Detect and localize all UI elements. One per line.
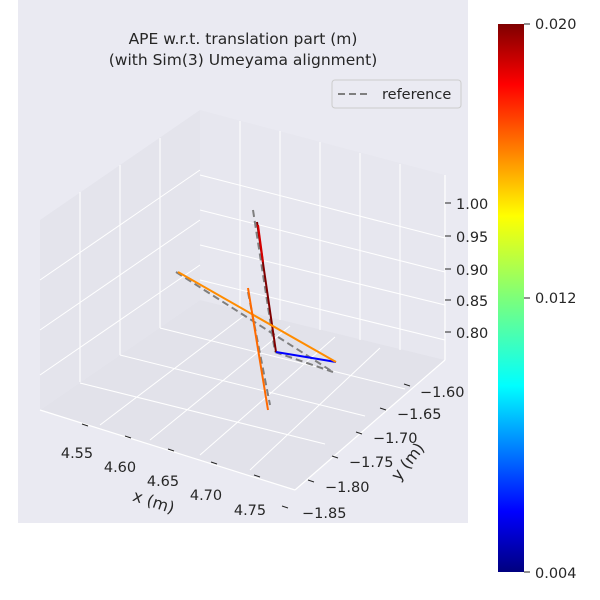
segment-4 [247,287,269,411]
legend: reference [331,79,462,109]
x-tick-label: 4.75 [234,503,266,519]
y-tick-labels: −1.60 −1.65 −1.70 −1.75 −1.80 −1.85 [302,385,464,522]
back-pane [200,110,445,360]
y-tick-label: −1.85 [302,506,346,522]
floor-pane [40,300,445,490]
y-tick-label: −1.60 [420,385,464,401]
y-tick-label: −1.65 [397,407,441,423]
x-tick-label: 4.55 [61,446,93,462]
y-tick-label: −1.70 [373,431,417,447]
z-tick-label: 1.00 [456,197,488,213]
axis-edges [39,175,446,491]
gridlines [39,121,446,471]
legend-box [331,79,462,109]
y-tick-label: −1.75 [349,455,393,471]
x-tick-label: 4.65 [147,474,179,490]
z-tick-label: 0.80 [456,326,488,342]
z-tick-label: 0.85 [456,294,488,310]
segment-3 [177,271,337,363]
colorbar: 0.020 0.012 0.004 [498,17,577,582]
segment-2 [275,351,337,363]
x-tick-label: 4.70 [190,488,222,504]
tick-marks [81,202,451,509]
segment-5 [257,224,264,263]
estimate-trajectory [177,221,337,411]
chart-title: APE w.r.t. translation part (m) [129,30,358,48]
x-tick-label: 4.60 [104,460,136,476]
colorbar-tick-label: 0.020 [535,17,577,33]
z-tick-labels: 1.00 0.95 0.90 0.85 0.80 [456,197,488,342]
colorbar-tick-label: 0.004 [535,566,577,582]
colorbar-tick-label: 0.012 [535,291,577,307]
x-tick-labels: 4.55 4.60 4.65 4.70 4.75 [61,446,266,519]
legend-label: reference [382,87,451,103]
z-tick-label: 0.95 [456,230,488,246]
colorbar-gradient [498,24,524,572]
y-tick-label: −1.80 [325,480,369,496]
z-tick-label: 0.90 [456,263,488,279]
chart-subtitle: (with Sim(3) Umeyama alignment) [109,51,378,69]
